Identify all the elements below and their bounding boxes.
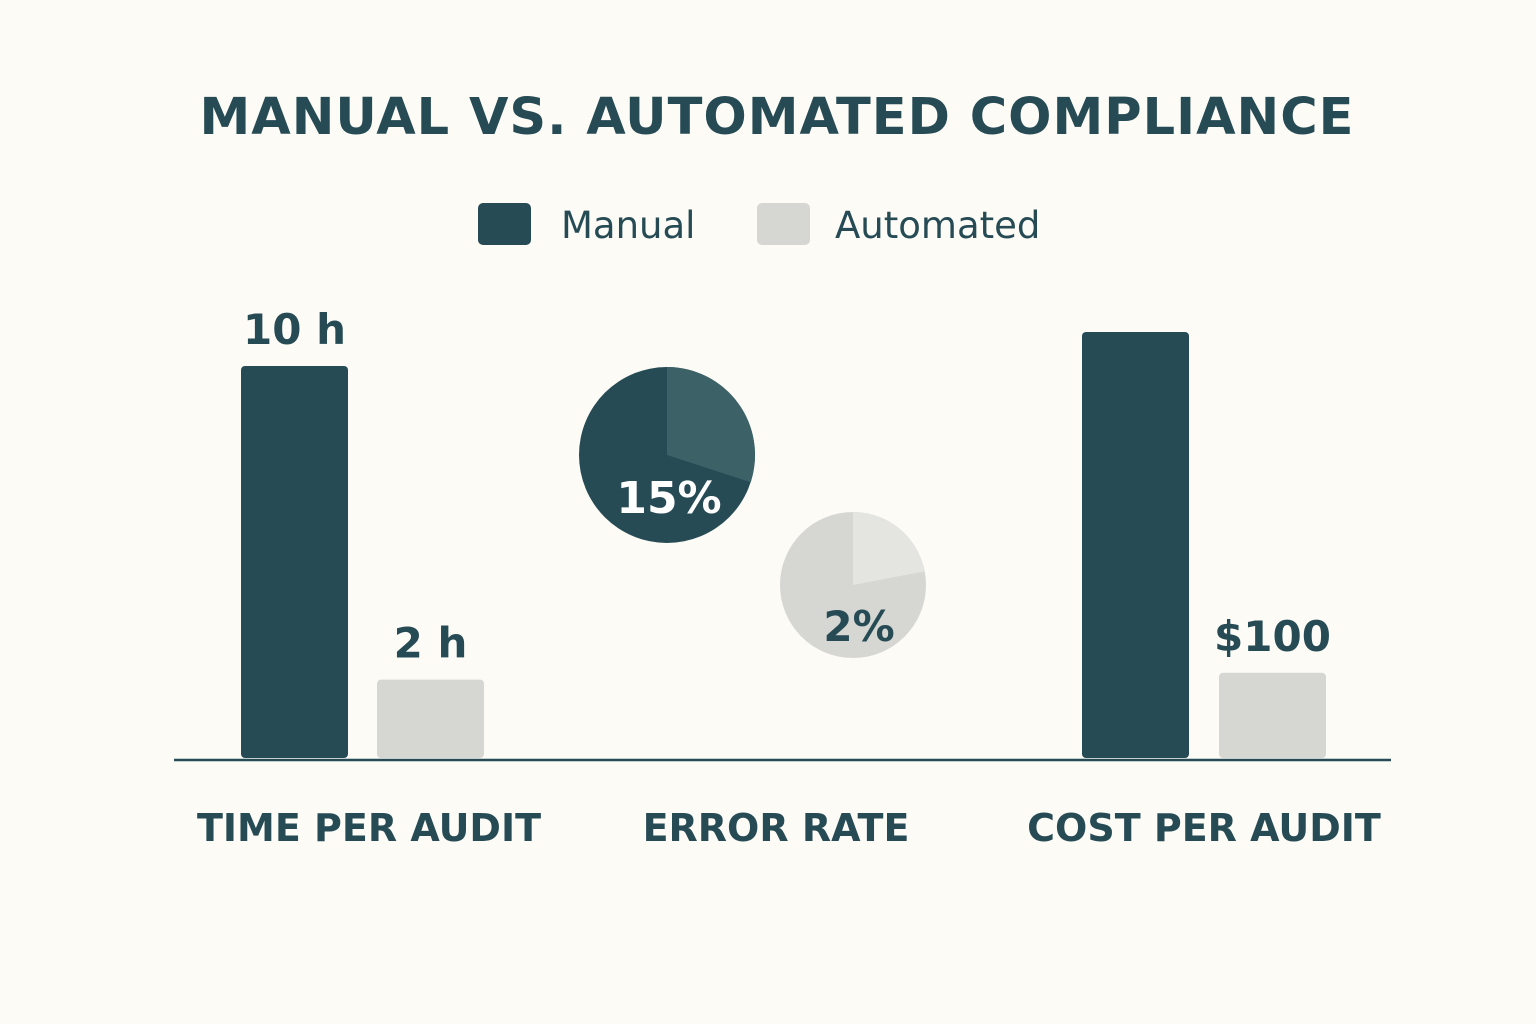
legend-label-automated: Automated [835,204,1040,247]
bar-cost-per-audit-automated [1219,672,1326,758]
bar-cost-per-audit-manual [1082,332,1189,758]
pie-automated-slice [853,512,925,585]
pie-manual-slice [667,367,755,483]
category-label-error-rate: ERROR RATE [643,806,910,850]
legend-label-manual: Manual [561,204,695,247]
value-label-time-per-audit-automated: 2 h [394,619,468,668]
bar-time-per-audit-manual [241,366,348,758]
value-label-time-per-audit-manual: 10 h [243,305,346,354]
bar-time-per-audit-automated [377,679,484,758]
category-label-time-per-audit: TIME PER AUDIT [197,806,541,850]
value-label-cost-per-audit-automated: $100 [1214,612,1331,661]
legend: Manual Automated [478,203,1040,247]
value-label-error-rate-automated: 2% [823,602,894,651]
legend-swatch-automated [757,203,810,245]
chart-title: MANUAL VS. AUTOMATED COMPLIANCE [199,88,1354,147]
chart-marks: 10 h 2 h 15% 2% $100 [241,305,1331,758]
legend-swatch-manual [478,203,531,245]
value-label-error-rate-manual: 15% [616,473,721,524]
category-label-cost-per-audit: COST PER AUDIT [1027,806,1381,850]
